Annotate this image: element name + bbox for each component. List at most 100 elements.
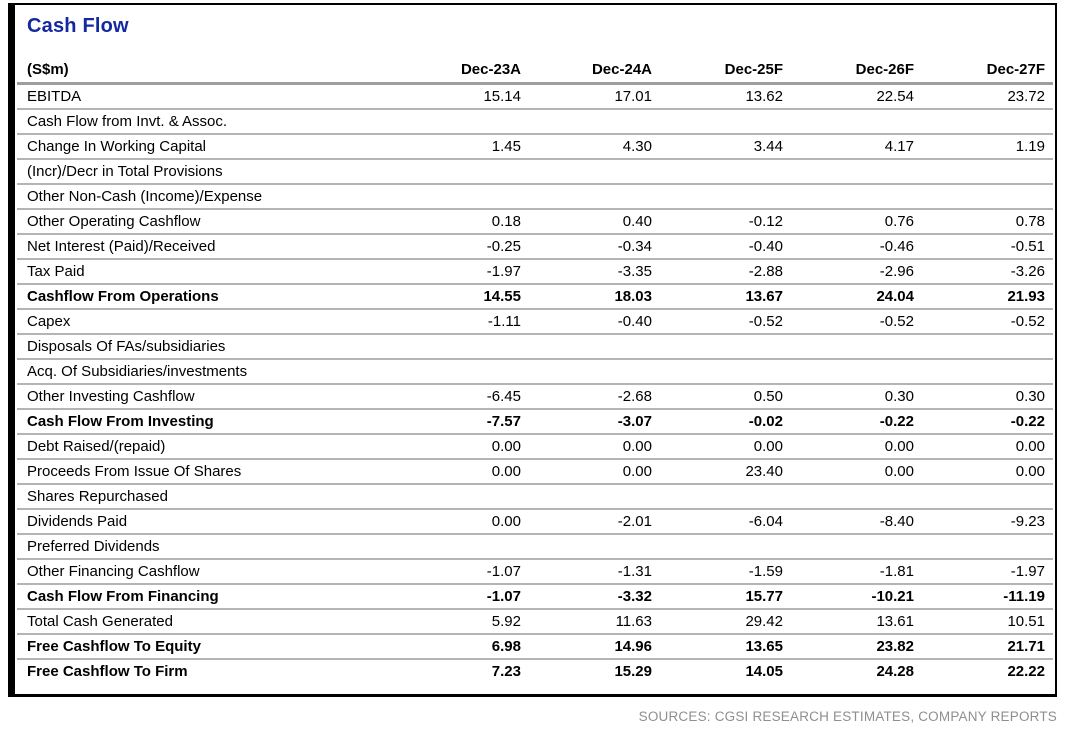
value-cell: 13.67	[745, 287, 783, 305]
value-cell	[529, 359, 660, 384]
value-cell: -6.04	[748, 512, 783, 530]
table-row: Shares Repurchased	[17, 484, 1053, 509]
value-cell: -1.07	[486, 587, 521, 605]
value-cell: -1.07	[486, 562, 521, 580]
table-row: Acq. Of Subsidiaries/investments	[17, 359, 1053, 384]
value-cell	[398, 484, 529, 509]
table-row: Proceeds From Issue Of Shares 0.00 0.00 23.…	[17, 459, 1053, 484]
value-cell	[922, 359, 1053, 384]
value-cell: 15.14	[483, 87, 521, 105]
value-cell: 0.00	[622, 437, 652, 455]
table-row: EBITDA 15.14 17.01 13.62 22.54 23.72	[17, 83, 1053, 109]
value-cell: -2.68	[617, 387, 652, 405]
value-cell: -0.40	[748, 237, 783, 255]
row-label: Other Financing Cashflow	[27, 562, 200, 580]
value-cell: 7.23	[491, 662, 521, 680]
table-row: (Incr)/Decr in Total Provisions	[17, 159, 1053, 184]
value-cell: -0.34	[617, 237, 652, 255]
value-cell	[660, 484, 791, 509]
value-cell: 29.42	[745, 612, 783, 630]
value-cell: 15.29	[614, 662, 652, 680]
value-cell: 23.82	[876, 637, 914, 655]
value-cell: -10.21	[871, 587, 914, 605]
value-cell: 22.22	[1007, 662, 1045, 680]
value-cell: 0.76	[884, 212, 914, 230]
row-label: Cash Flow from Invt. & Assoc.	[27, 112, 228, 130]
value-cell: -0.25	[486, 237, 521, 255]
value-cell	[922, 184, 1053, 209]
row-label: Debt Raised/(repaid)	[27, 437, 166, 455]
value-cell	[398, 534, 529, 559]
row-label: Cash Flow From Investing	[27, 412, 214, 430]
page-title: Cash Flow	[27, 15, 129, 37]
value-cell	[791, 184, 922, 209]
row-label: Other Investing Cashflow	[27, 387, 195, 405]
value-cell: -1.59	[748, 562, 783, 580]
value-cell	[660, 184, 791, 209]
value-cell: -0.12	[748, 212, 783, 230]
value-cell	[398, 184, 529, 209]
value-cell	[660, 159, 791, 184]
table-row: Preferred Dividends	[17, 534, 1053, 559]
row-label: Cash Flow From Financing	[27, 587, 219, 605]
value-cell: -3.35	[617, 262, 652, 280]
value-cell: -0.52	[879, 312, 914, 330]
row-label: Change In Working Capital	[27, 137, 206, 155]
table-row: Cash Flow From Financing -1.07 -3.32 15.77 -…	[17, 584, 1053, 609]
value-cell: 14.55	[483, 287, 521, 305]
sources-note: SOURCES: CGSI RESEARCH ESTIMATES, COMPAN…	[638, 709, 1057, 724]
value-cell: -1.11	[487, 312, 521, 330]
value-cell	[791, 359, 922, 384]
table-row: Other Financing Cashflow -1.07 -1.31 -1.59 -…	[17, 559, 1053, 584]
value-cell	[660, 534, 791, 559]
table-row: Free Cashflow To Firm 7.23 15.29 14.05 24.28…	[17, 659, 1053, 683]
value-cell: 13.62	[745, 87, 783, 105]
value-cell	[922, 334, 1053, 359]
column-header: Dec-25F	[660, 58, 791, 85]
value-cell: -2.88	[748, 262, 783, 280]
value-cell	[922, 109, 1053, 134]
row-label: Proceeds From Issue Of Shares	[27, 462, 242, 480]
row-label: EBITDA	[27, 87, 82, 105]
unit-header-cell: (S$m)	[17, 58, 398, 85]
value-cell	[922, 534, 1053, 559]
cash-flow-panel: Cash Flow (S$m) Dec-23A Dec-24A Dec-25F Dec…	[8, 3, 1057, 697]
value-cell: 0.30	[1015, 387, 1045, 405]
value-cell: 5.92	[491, 612, 521, 630]
value-cell: -0.52	[748, 312, 783, 330]
row-label: Net Interest (Paid)/Received	[27, 237, 216, 255]
value-cell: 24.04	[876, 287, 914, 305]
column-header: Dec-26F	[791, 58, 922, 85]
value-cell: 0.00	[1015, 462, 1045, 480]
value-cell: 0.00	[491, 462, 521, 480]
value-cell	[791, 534, 922, 559]
value-cell	[791, 484, 922, 509]
value-cell: -3.32	[617, 587, 652, 605]
table-row: Capex -1.11 -0.40 -0.52 -0.52 -0.52	[17, 309, 1053, 334]
value-cell: 23.72	[1007, 87, 1045, 105]
table-row: Total Cash Generated 5.92 11.63 29.42 13.61 1…	[17, 609, 1053, 634]
value-cell: -0.52	[1010, 312, 1045, 330]
value-cell: 13.65	[745, 637, 783, 655]
value-cell: -2.01	[617, 512, 652, 530]
table-row: Cashflow From Operations 14.55 18.03 13.67 2…	[17, 284, 1053, 309]
value-cell: 10.51	[1007, 612, 1045, 630]
row-label: Total Cash Generated	[27, 612, 173, 630]
column-header: Dec-24A	[529, 58, 660, 85]
value-cell: -1.97	[1010, 562, 1045, 580]
value-cell: 4.30	[622, 137, 652, 155]
value-cell: 1.45	[491, 137, 521, 155]
row-label: Preferred Dividends	[27, 537, 160, 555]
row-label: Acq. Of Subsidiaries/investments	[27, 362, 248, 380]
table-row: Tax Paid -1.97 -3.35 -2.88 -2.96 -3.26	[17, 259, 1053, 284]
table-row: Disposals Of FAs/subsidiaries	[17, 334, 1053, 359]
value-cell: -9.23	[1010, 512, 1045, 530]
value-cell: 22.54	[876, 87, 914, 105]
value-cell: -1.81	[879, 562, 914, 580]
value-cell: 0.00	[622, 462, 652, 480]
value-cell: 0.00	[884, 437, 914, 455]
value-cell	[398, 359, 529, 384]
value-cell	[529, 334, 660, 359]
value-cell: -0.22	[1010, 412, 1045, 430]
value-cell	[529, 109, 660, 134]
